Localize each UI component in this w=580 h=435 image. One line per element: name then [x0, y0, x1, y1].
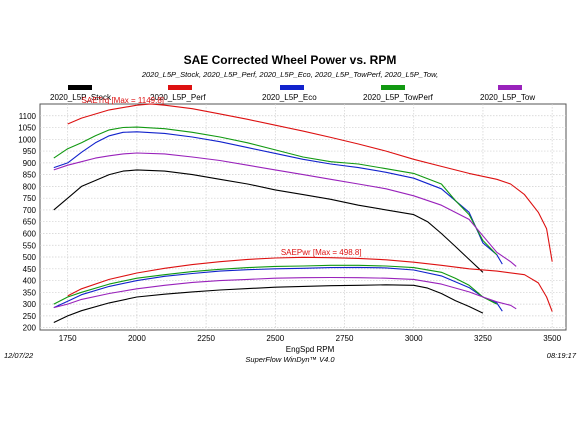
series-line: [53, 276, 517, 310]
series-line: [53, 264, 498, 305]
footer-time: 08:19:17: [547, 351, 577, 360]
x-tick-label: 2250: [197, 334, 215, 343]
annotations: SAETrq [Max = 1149.8] SAEPwr [Max = 498.8…: [82, 96, 362, 257]
series-line: [53, 284, 484, 323]
x-tick-label: 2500: [266, 334, 284, 343]
legend-label: 2020_L5P_TowPerf: [363, 93, 434, 102]
axes: 1750 2000 2250 2500 2750 3000 3250 3500 200 250 30…: [18, 112, 561, 343]
y-tick-label: 1000: [18, 135, 36, 144]
series-line: [67, 103, 553, 262]
x-tick-label: 1750: [59, 334, 77, 343]
x-tick-label: 2000: [128, 334, 146, 343]
y-tick-label: 700: [23, 206, 37, 215]
y-tick-label: 650: [23, 218, 37, 227]
legend-swatch: [168, 85, 192, 90]
y-tick-label: 800: [23, 182, 37, 191]
legend-swatch: [381, 85, 405, 90]
series-line: [67, 256, 553, 312]
legend: 2020_L5P_Stock 2020_L5P_Perf 2020_L5P_Eco 2…: [50, 85, 535, 102]
series-line: [53, 126, 498, 256]
y-tick-label: 750: [23, 194, 37, 203]
legend-label: 2020_L5P_Eco: [262, 93, 317, 102]
y-tick-label: 550: [23, 241, 37, 250]
x-tick-label: 3500: [543, 334, 561, 343]
y-tick-label: 450: [23, 265, 37, 274]
y-tick-label: 600: [23, 229, 37, 238]
footer-software: SuperFlow WinDyn™ V4.0: [245, 355, 335, 364]
y-tick-label: 400: [23, 277, 37, 286]
chart-subtitle: 2020_L5P_Stock, 2020_L5P_Perf, 2020_L5P_…: [141, 70, 438, 79]
legend-swatch: [498, 85, 522, 90]
y-tick-label: 900: [23, 159, 37, 168]
x-tick-label: 3000: [405, 334, 423, 343]
y-tick-label: 350: [23, 288, 37, 297]
y-tick-label: 1100: [19, 112, 37, 121]
legend-swatch: [280, 85, 304, 90]
y-tick-label: 250: [23, 312, 37, 321]
chart-title: SAE Corrected Wheel Power vs. RPM: [184, 53, 397, 67]
series-line: [53, 152, 517, 267]
y-tick-label: 500: [23, 253, 37, 262]
y-tick-label: 1050: [18, 124, 36, 133]
footer-date: 12/07/22: [4, 351, 34, 360]
legend-swatch: [68, 85, 92, 90]
legend-label: 2020_L5P_Perf: [150, 93, 206, 102]
x-axis-label: EngSpd RPM: [286, 345, 335, 354]
plot-area: [39, 103, 567, 331]
y-tick-label: 300: [23, 300, 37, 309]
series-line: [53, 266, 503, 312]
y-tick-label: 200: [23, 324, 37, 333]
legend-label: 2020_L5P_Stock: [50, 93, 112, 102]
y-tick-label: 850: [23, 171, 37, 180]
series-line: [53, 169, 484, 273]
legend-label: 2020_L5P_Tow: [480, 93, 535, 102]
annotation-label: SAEPwr [Max = 498.8]: [281, 248, 362, 257]
annotation-label: SAETrq [Max = 1149.8]: [82, 96, 164, 105]
x-tick-label: 3250: [474, 334, 492, 343]
x-tick-label: 2750: [336, 334, 354, 343]
grid: [39, 103, 567, 331]
y-tick-label: 950: [23, 147, 37, 156]
series-layer: [53, 103, 553, 323]
